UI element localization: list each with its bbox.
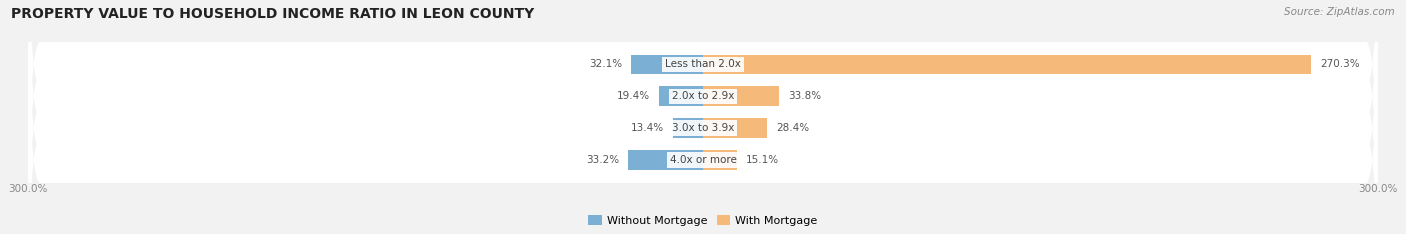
Bar: [703, 87, 779, 106]
Legend: Without Mortgage, With Mortgage: Without Mortgage, With Mortgage: [583, 211, 823, 230]
FancyBboxPatch shape: [28, 0, 1378, 231]
Bar: [659, 87, 703, 106]
Text: PROPERTY VALUE TO HOUSEHOLD INCOME RATIO IN LEON COUNTY: PROPERTY VALUE TO HOUSEHOLD INCOME RATIO…: [11, 7, 534, 21]
Text: 33.8%: 33.8%: [787, 91, 821, 101]
Text: 270.3%: 270.3%: [1320, 59, 1360, 69]
Bar: [703, 55, 1310, 74]
Text: 28.4%: 28.4%: [776, 123, 808, 133]
Text: Less than 2.0x: Less than 2.0x: [665, 59, 741, 69]
Text: 4.0x or more: 4.0x or more: [669, 155, 737, 165]
FancyBboxPatch shape: [28, 0, 1378, 234]
Bar: [673, 118, 703, 138]
Text: 33.2%: 33.2%: [586, 155, 619, 165]
Text: 3.0x to 3.9x: 3.0x to 3.9x: [672, 123, 734, 133]
Bar: [631, 55, 703, 74]
Text: 15.1%: 15.1%: [747, 155, 779, 165]
FancyBboxPatch shape: [28, 0, 1378, 234]
Text: 2.0x to 2.9x: 2.0x to 2.9x: [672, 91, 734, 101]
Bar: [703, 150, 737, 170]
Text: 32.1%: 32.1%: [589, 59, 621, 69]
Text: Source: ZipAtlas.com: Source: ZipAtlas.com: [1284, 7, 1395, 17]
Text: 13.4%: 13.4%: [631, 123, 664, 133]
Bar: [703, 118, 766, 138]
FancyBboxPatch shape: [28, 0, 1378, 234]
Bar: [628, 150, 703, 170]
Text: 19.4%: 19.4%: [617, 91, 651, 101]
